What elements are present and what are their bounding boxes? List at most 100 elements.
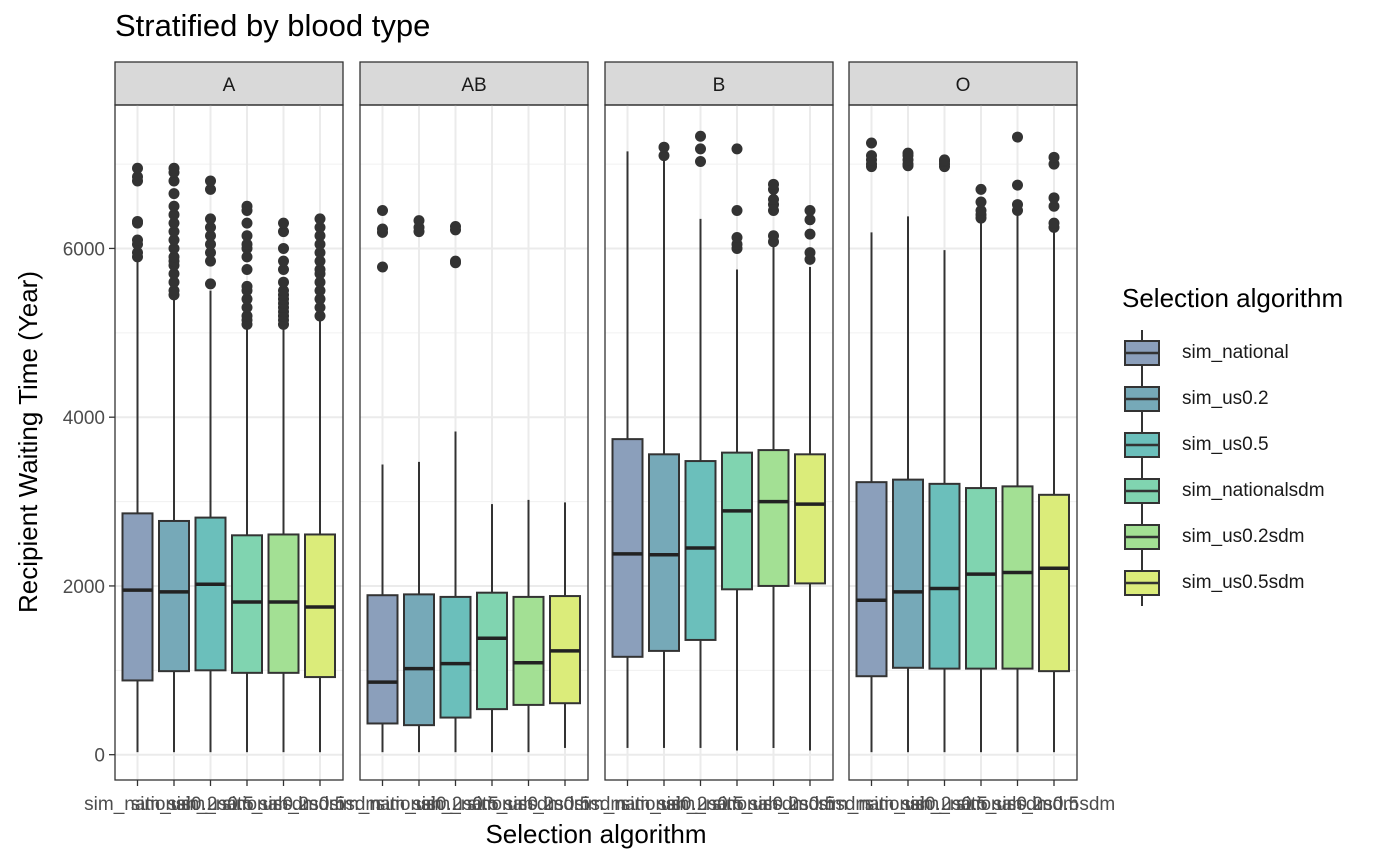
outlier-point — [314, 293, 326, 305]
legend-label: sim_us0.2 — [1182, 388, 1269, 409]
x-tick-label: sim_national — [329, 794, 436, 815]
outlier-point — [205, 278, 216, 290]
outlier-point — [768, 178, 779, 190]
box — [512, 595, 545, 706]
outlier-point — [658, 150, 670, 162]
panel-border — [848, 104, 1078, 781]
facet-label: A — [223, 75, 236, 96]
panel-border — [604, 104, 834, 781]
x-tick-label: sim_us0.2sdm — [467, 794, 590, 815]
panel-border — [359, 104, 589, 781]
outlier-point — [695, 156, 706, 168]
outlier-point — [168, 242, 180, 254]
outlier-point — [241, 238, 253, 250]
outlier-point — [168, 217, 180, 229]
box — [1038, 493, 1070, 673]
outlier-point — [168, 188, 180, 200]
outlier-point — [975, 204, 987, 216]
outlier-point — [902, 147, 914, 159]
x-tick-label: sim_us0.5sdm — [259, 794, 382, 815]
legend-label: sim_us0.5 — [1182, 434, 1269, 455]
x-tick-label: sim_us0.2 — [131, 794, 218, 815]
outlier-point — [278, 255, 289, 267]
outlier-point — [450, 255, 461, 267]
y-tick-label: 0 — [94, 746, 105, 767]
outlier-point — [168, 226, 180, 238]
legend-item: sim_national — [1122, 330, 1343, 376]
x-tick-label: sim_nationalsdm — [666, 794, 809, 815]
outlier-point — [866, 137, 877, 149]
outlier-point — [768, 230, 779, 242]
outlier-point — [314, 221, 326, 233]
outlier-point — [314, 264, 326, 276]
outlier-point — [377, 223, 388, 235]
outlier-point — [1048, 151, 1060, 163]
legend-label: sim_nationalsdm — [1182, 480, 1325, 501]
legend-key — [1122, 468, 1162, 514]
x-tick-label: sim_us0.2 — [865, 794, 952, 815]
legend-key — [1122, 514, 1162, 560]
outlier-point — [241, 302, 253, 313]
outlier-point — [314, 247, 326, 259]
box — [1001, 485, 1034, 670]
outlier-point — [205, 221, 216, 233]
x-tick-label: sim_us0.5 — [412, 794, 499, 815]
outlier-point — [1048, 192, 1060, 204]
box — [194, 516, 227, 672]
box — [611, 438, 644, 658]
outlier-point — [205, 230, 216, 242]
x-axis-title: Selection algorithm — [485, 819, 706, 849]
outlier-point — [241, 264, 253, 276]
outlier-point — [241, 230, 253, 242]
outlier-point — [241, 251, 253, 263]
outlier-point — [241, 200, 253, 212]
legend-label: sim_us0.5sdm — [1182, 572, 1305, 593]
facet-label: AB — [461, 75, 486, 96]
box — [794, 453, 826, 585]
x-tick-label: sim_us0.2 — [376, 794, 463, 815]
outlier-point — [1012, 199, 1023, 211]
outlier-point — [377, 204, 388, 216]
outlier-point — [866, 150, 877, 162]
x-tick-label: sim_nationalsdm — [421, 794, 564, 815]
box — [231, 534, 263, 674]
x-tick-label: sim_us0.5sdm — [504, 794, 627, 815]
box — [158, 519, 190, 673]
outlier-point — [975, 196, 987, 208]
outlier-point — [314, 276, 326, 288]
box — [855, 481, 888, 678]
box — [366, 594, 399, 725]
outlier-point — [314, 255, 326, 267]
outlier-point — [1012, 179, 1023, 191]
outlier-point — [731, 143, 743, 155]
legend-label: sim_us0.2sdm — [1182, 526, 1305, 547]
box — [892, 478, 924, 669]
legend-item: sim_nationalsdm — [1122, 468, 1343, 514]
x-tick-label: sim_us0.5 — [167, 794, 254, 815]
x-tick-label: sim_us0.5 — [657, 794, 744, 815]
outlier-point — [278, 242, 289, 254]
facet-strip — [114, 61, 344, 106]
outlier-point — [1012, 131, 1023, 143]
legend-item: sim_us0.2 — [1122, 376, 1343, 422]
box — [476, 591, 508, 711]
outlier-point — [132, 247, 143, 259]
outlier-point — [205, 238, 216, 250]
outlier-point — [658, 141, 670, 153]
outlier-point — [314, 302, 326, 313]
facet-strip — [359, 61, 589, 106]
box — [439, 595, 472, 719]
outlier-point — [168, 234, 180, 246]
outlier-point — [168, 268, 180, 280]
outlier-point — [804, 228, 816, 240]
outlier-point — [278, 217, 289, 229]
outlier-point — [205, 255, 216, 267]
outlier-point — [278, 285, 289, 297]
y-tick-label: 2000 — [63, 577, 105, 598]
outlier-point — [804, 204, 816, 216]
x-tick-label: sim_us0.5sdm — [749, 794, 872, 815]
x-tick-label: sim_nationalsdm — [176, 794, 319, 815]
legend-items: sim_national sim_us0.2 sim_us0.5 sim_nation… — [1122, 330, 1343, 606]
x-tick-label: sim_national — [84, 794, 191, 815]
outlier-point — [975, 183, 987, 195]
